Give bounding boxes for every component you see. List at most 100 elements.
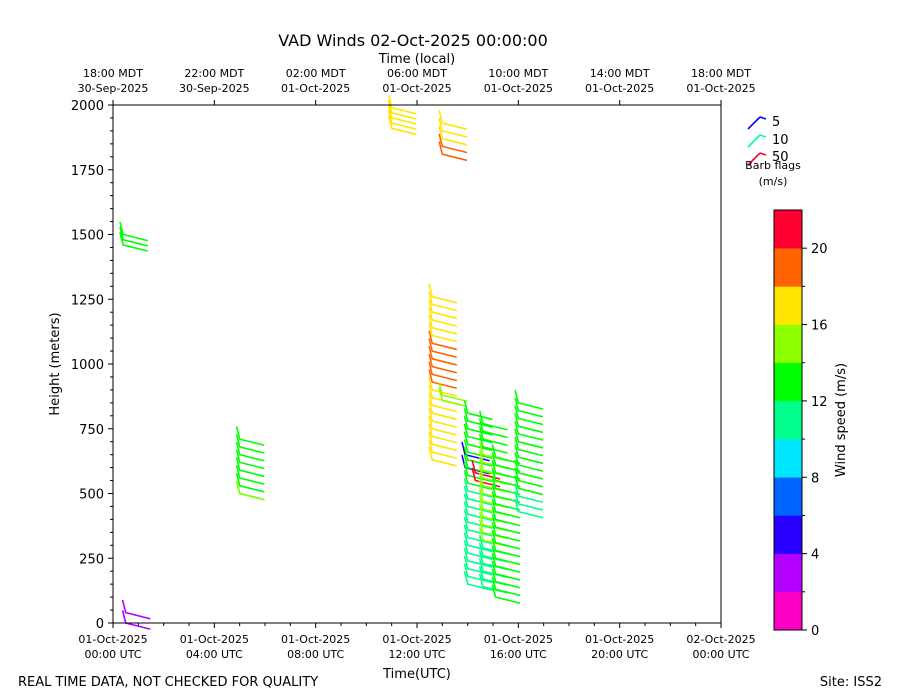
x-local-tick-label-date: 30-Sep-2025 [179,82,250,95]
wind-barb [491,498,521,519]
legend-marks [747,116,767,166]
x-local-tick-label-time: 06:00 MDT [387,67,447,80]
wind-barb [235,441,265,462]
wind-barb [428,369,457,389]
legend-label-10: 10 [772,133,789,148]
wind-barb [461,441,490,462]
wind-barb [235,426,265,446]
colorbar-bin [774,324,802,364]
legend-mark [747,116,767,130]
wind-barb [387,94,417,115]
wind-barb [438,387,468,408]
wind-barb [479,426,508,446]
y-tick-label: 500 [79,488,104,503]
y-tick-label: 1000 [71,358,104,373]
footer-site: Site: ISS2 [820,675,882,690]
wind-barb [387,110,417,130]
legend-mark [747,152,767,166]
x-local-tick-label-time: 22:00 MDT [184,67,244,80]
x-utc-tick-label-date: 01-Oct-2025 [585,633,654,646]
wind-barb [387,105,417,125]
wind-barb [491,568,521,589]
wind-barb [463,408,493,428]
colorbar-bin [774,439,802,478]
wind-barb [491,584,521,604]
x-local-tick-label-date: 01-Oct-2025 [484,82,553,95]
legend-title-line2: (m/s) [759,175,788,188]
wind-barb [514,397,544,418]
wind-barb [463,548,493,568]
wind-barb [479,410,508,431]
wind-barb [491,522,521,542]
wind-barb [514,405,544,426]
x-utc-tick-label-time: 00:00 UTC [84,648,141,661]
wind-barb [514,444,544,464]
x-utc-tick-label-time: 04:00 UTC [186,648,243,661]
colorbar-bin [774,553,802,593]
wind-barb [463,555,493,576]
colorbar-ticks: 0 4 8 12 16 20 [802,242,828,639]
wind-barb [438,110,468,130]
wind-barb [463,517,493,537]
barb-flag-legend: 5 10 50 Barb flags (m/s) [745,115,801,188]
wind-barb [428,423,457,444]
x-local-tick-label-date: 30-Sep-2025 [78,82,149,95]
colorbar-bin [774,591,802,631]
wind-barb [514,460,544,480]
x-utc-tick-label-time: 12:00 UTC [388,648,445,661]
x-local-tick-label-time: 10:00 MDT [488,67,548,80]
colorbar-bin [774,362,802,402]
wind-barb [463,431,493,452]
wind-barb [428,431,457,452]
wind-barb [463,509,493,529]
x-utc-tick-label-date: 02-Oct-2025 [686,633,755,646]
wind-barb [428,283,457,304]
wind-barb [428,307,457,327]
wind-barb [514,483,544,503]
x-local-tick-label-time: 14:00 MDT [590,67,650,80]
wind-barb [121,610,151,630]
wind-barb [514,491,544,511]
wind-barb [438,141,468,161]
wind-barb [438,118,468,138]
colorbar-bin [774,248,802,287]
wind-barb [463,439,493,459]
y-tick-label: 2000 [71,99,104,114]
colorbar-tick-label: 20 [811,242,828,257]
wind-barb [428,322,457,343]
wind-barb [514,498,544,519]
colorbar-tick-label: 4 [811,548,819,563]
wind-barb [491,491,521,511]
wind-barb [463,485,493,506]
wind-barb [428,416,457,436]
x-axis-label: Time(UTC) [382,667,451,682]
x-axis-ticks: 01-Oct-2025 00:00 UTC 01-Oct-2025 04:00 UTC… [78,67,756,661]
colorbar-tick-label: 16 [811,319,828,334]
x-local-tick-label-time: 18:00 MDT [83,67,143,80]
wind-barb [121,599,151,620]
wind-barb [428,338,457,358]
y-tick-label: 750 [79,423,104,438]
wind-barb [428,346,457,366]
wind-barb [514,413,544,433]
x-utc-tick-label-date: 01-Oct-2025 [281,633,350,646]
wind-barb [514,467,544,488]
legend-mark [747,134,767,148]
x-local-tick-label-time: 18:00 MDT [691,67,751,80]
wind-barb [428,353,457,374]
wind-barb [463,400,493,420]
wind-barb [491,561,521,581]
wind-barb [491,553,521,573]
x-utc-tick-label-time: 08:00 UTC [287,648,344,661]
wind-barb [463,540,493,560]
colorbar-label: Wind speed (m/s) [834,363,849,477]
wind-barb [491,506,521,527]
wind-barb [463,416,493,436]
y-tick-label: 1250 [71,293,104,308]
wind-barb [463,478,493,498]
y-tick-label: 0 [96,617,104,632]
y-axis-ticks: 0 250 500 750 1000 1250 1500 1750 2000 [71,99,113,632]
colorbar-tick-label: 8 [811,471,819,486]
y-axis-label: Height (meters) [48,312,63,415]
